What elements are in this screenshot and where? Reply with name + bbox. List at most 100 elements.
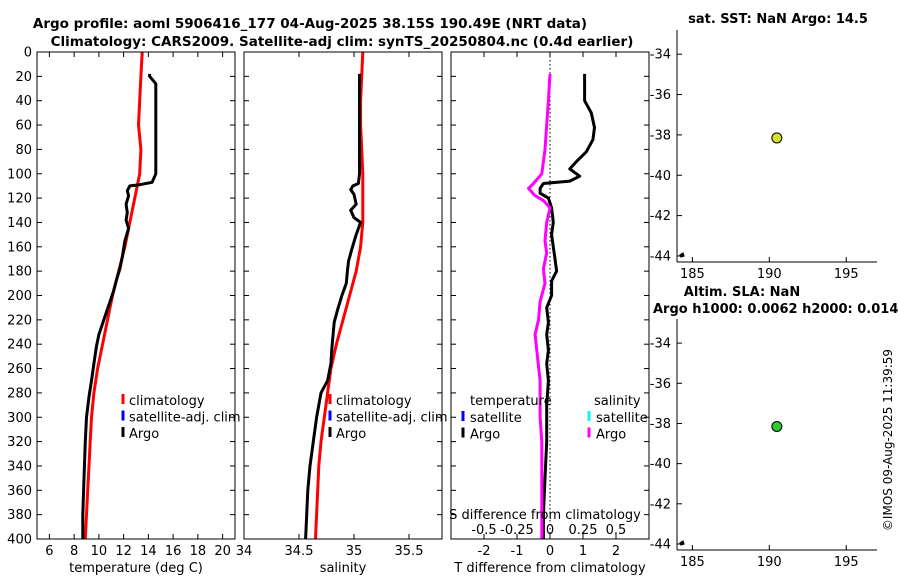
- salinity-xlabel: salinity: [320, 561, 367, 576]
- depth-tick-label: 20: [15, 70, 32, 85]
- sla_map-ytick-label: -42: [650, 497, 671, 512]
- salinity-legend-label: satellite: [596, 411, 648, 426]
- salinity-diff-axis-label: S difference from climatology: [449, 508, 641, 523]
- salinity-legend-label: Argo: [336, 427, 366, 442]
- salinity-xtick-label: 34.5: [285, 544, 314, 559]
- temperature-xtick-label: 18: [190, 544, 207, 559]
- temperature-xtick-label: 20: [214, 544, 231, 559]
- temperature-series-argo: [81, 73, 158, 539]
- sla_map-xtick-label: 190: [757, 555, 782, 570]
- sla_map-panel: -44 -42 -40 -38 -36 -34 185 190 195: [650, 319, 877, 570]
- coastline-fragment: [679, 540, 685, 546]
- sst_map-panel: -44 -42 -40 -38 -36 -34 185 190 195: [650, 30, 877, 282]
- sla_map-xtick-label: 185: [680, 555, 705, 570]
- sst_map-ytick-label: -42: [650, 209, 671, 224]
- salinity-legend-label: climatology: [336, 394, 412, 409]
- sla-map-title-line2: Argo h1000: 0.0062 h2000: 0.014: [653, 302, 898, 317]
- salinity-series-argo: [304, 73, 363, 540]
- depth-tick-label: 120: [7, 192, 32, 207]
- temperature-legend-label: satellite-adj. clim: [129, 411, 241, 426]
- temperature-xtick-label: 14: [140, 544, 157, 559]
- sla_map-xtick-label: 195: [834, 555, 859, 570]
- sst_map-ytick-label: -38: [650, 128, 671, 143]
- salinity-diff-tick-label: 0.25: [569, 523, 598, 538]
- temperature-xlabel: temperature (deg C): [69, 561, 203, 576]
- sla_map-ytick-label: -34: [650, 337, 671, 352]
- sst_map-argo-position-marker: [771, 132, 783, 144]
- salinity-diff-tick-label: -0.25: [500, 523, 534, 538]
- temperature-xtick-label: 16: [165, 544, 182, 559]
- salinity-xtick-label: 35: [346, 544, 363, 559]
- difference-xtick-label: 1: [579, 544, 587, 559]
- depth-tick-label: 280: [7, 386, 32, 401]
- sla_map-ytick-label: -38: [650, 417, 671, 432]
- difference-xlabel: T difference from climatology: [453, 561, 646, 576]
- temperature-series-climatology: [83, 51, 144, 540]
- depth-tick-label: 100: [7, 167, 32, 182]
- depth-tick-label: 160: [7, 240, 32, 255]
- salinity-xtick-label: 34: [236, 544, 253, 559]
- depth-tick-label: 400: [7, 533, 32, 548]
- coastline-fragment: [679, 252, 685, 258]
- depth-tick-label: 380: [7, 508, 32, 523]
- depth-tick-label: 140: [7, 216, 32, 231]
- sst_map-xtick-label: 195: [834, 267, 859, 282]
- difference-xtick-label: 0: [546, 544, 554, 559]
- depth-tick-label: 220: [7, 313, 32, 328]
- difference-xtick-label: -2: [478, 544, 491, 559]
- salinity-diff-tick-label: -0.5: [471, 523, 496, 538]
- sla_map-ytick-label: -40: [650, 457, 671, 472]
- sla_map-ytick-label: -44: [650, 537, 671, 552]
- difference-xtick-label: -1: [511, 544, 524, 559]
- sla_map-ytick-label: -36: [650, 377, 671, 392]
- sst_map-ytick-label: -40: [650, 169, 671, 184]
- difference-series-t-diff-argo: [538, 73, 596, 539]
- depth-tick-label: 200: [7, 289, 32, 304]
- depth-tick-label: 0: [24, 46, 32, 61]
- sst_map-ytick-label: -34: [650, 48, 671, 63]
- sla-map-title-line1: Altim. SLA: NaN: [684, 285, 800, 300]
- salinity-panel: 34 34.5 35 35.5 salinity climatology satellite…: [236, 51, 448, 576]
- sst_map-ytick-label: -36: [650, 88, 671, 103]
- salinity-xtick-label: 35.5: [395, 544, 424, 559]
- depth-tick-label: 320: [7, 435, 32, 450]
- sst-map-title: sat. SST: NaN Argo: 14.5: [688, 12, 868, 27]
- sst_map-xtick-label: 185: [680, 267, 705, 282]
- temperature-xtick-label: 8: [70, 544, 78, 559]
- depth-tick-label: 340: [7, 459, 32, 474]
- copyright-stamp: ©IMOS 09-Aug-2025 11:39:59: [881, 349, 895, 531]
- temperature-legend-title: temperature: [470, 394, 552, 409]
- plot-area: 0204060801001201401601802002202402602803…: [7, 30, 877, 576]
- depth-tick-label: 180: [7, 265, 32, 280]
- difference-xtick-label: 2: [612, 544, 620, 559]
- temperature-xtick-label: 10: [91, 544, 108, 559]
- figure-title-line1: Argo profile: aoml 5906416_177 04-Aug-20…: [33, 16, 587, 32]
- temperature-legend-label: climatology: [129, 394, 205, 409]
- salinity-diff-tick-label: 0: [546, 523, 554, 538]
- depth-tick-label: 360: [7, 484, 32, 499]
- salinity-diff-tick-label: 0.5: [606, 523, 627, 538]
- depth-tick-label: 300: [7, 411, 32, 426]
- temperature-legend-label: Argo: [129, 427, 159, 442]
- depth-tick-label: 260: [7, 362, 32, 377]
- figure-title-line2: Climatology: CARS2009. Satellite-adj cli…: [51, 34, 634, 50]
- difference-panel: -2 -1 0 1 2 T difference from climatology temp…: [449, 51, 650, 576]
- temperature-xtick-label: 6: [45, 544, 53, 559]
- temperature-panel: 0 20 40 60 80 100 120 140 160 180 200 220 240 260 280 3…: [7, 46, 240, 577]
- sst_map-xtick-label: 190: [757, 267, 782, 282]
- difference-series-s-diff-argo: [527, 73, 552, 539]
- depth-tick-label: 80: [15, 143, 32, 158]
- depth-tick-label: 60: [15, 119, 32, 134]
- temperature-axes-frame: [36, 51, 236, 540]
- temperature-legend-label: satellite: [470, 411, 522, 426]
- difference-axes-frame: [450, 51, 650, 540]
- salinity-legend-title: salinity: [594, 394, 641, 409]
- salinity-legend-label: satellite-adj. clim: [336, 411, 448, 426]
- salinity-series-climatology: [314, 51, 365, 540]
- salinity-legend-label: Argo: [596, 428, 626, 443]
- sla_map-argo-position-marker: [771, 420, 783, 432]
- depth-tick-label: 240: [7, 338, 32, 353]
- salinity-axes-frame: [243, 51, 443, 540]
- depth-tick-label: 40: [15, 94, 32, 109]
